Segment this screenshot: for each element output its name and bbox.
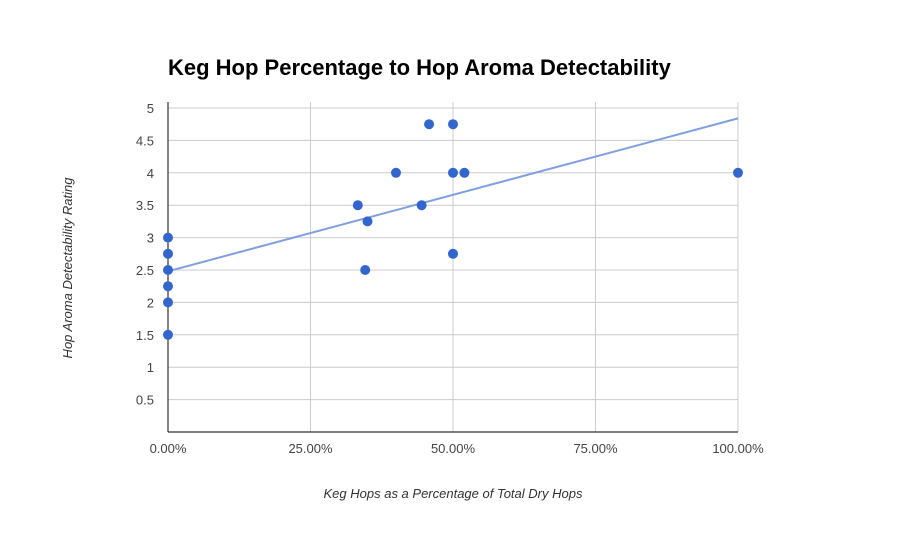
x-tick-label: 25.00% bbox=[288, 441, 333, 456]
y-tick-labels: 0.5 1 1.5 2 2.5 3 3.5 4 4.5 5 bbox=[136, 101, 154, 408]
data-point bbox=[733, 167, 743, 178]
data-point bbox=[163, 232, 173, 243]
data-point bbox=[163, 248, 173, 259]
y-tick-label: 2.5 bbox=[136, 263, 154, 278]
data-point bbox=[459, 167, 470, 178]
data-point bbox=[163, 281, 173, 292]
y-tick-label: 4 bbox=[147, 166, 154, 181]
y-tick-label: 1 bbox=[147, 360, 154, 375]
data-point bbox=[163, 297, 173, 308]
x-axis-label: Keg Hops as a Percentage of Total Dry Ho… bbox=[324, 486, 583, 501]
data-point bbox=[448, 167, 458, 178]
trendline bbox=[167, 117, 739, 273]
y-tick-label: 3 bbox=[147, 231, 154, 246]
data-point bbox=[416, 200, 427, 211]
data-point bbox=[391, 167, 401, 178]
data-point bbox=[448, 248, 458, 259]
y-tick-label: 1.5 bbox=[136, 328, 154, 343]
y-tick-label: 5 bbox=[147, 101, 154, 116]
x-tick-label: 100.00% bbox=[712, 441, 764, 456]
x-tick-label: 50.00% bbox=[431, 441, 476, 456]
chart-title: Keg Hop Percentage to Hop Aroma Detectab… bbox=[168, 55, 672, 80]
y-tick-label: 0.5 bbox=[136, 393, 154, 408]
data-point bbox=[360, 265, 371, 275]
x-tick-labels: 0.00% 25.00% 50.00% 75.00% 100.00% bbox=[150, 441, 765, 456]
x-tick-label: 75.00% bbox=[573, 441, 618, 456]
y-tick-label: 2 bbox=[147, 295, 154, 310]
gridlines bbox=[168, 102, 739, 432]
x-tick-label: 0.00% bbox=[150, 441, 187, 456]
data-point bbox=[163, 329, 173, 340]
data-point bbox=[448, 119, 458, 130]
trendline-group bbox=[167, 117, 739, 273]
data-point bbox=[362, 216, 373, 227]
data-points bbox=[163, 119, 743, 340]
data-point bbox=[424, 119, 435, 130]
y-tick-label: 4.5 bbox=[136, 133, 154, 148]
y-axis-label: Hop Aroma Detectability Rating bbox=[60, 177, 75, 359]
data-point bbox=[163, 265, 173, 275]
data-point bbox=[352, 200, 363, 211]
y-tick-label: 3.5 bbox=[136, 198, 154, 213]
